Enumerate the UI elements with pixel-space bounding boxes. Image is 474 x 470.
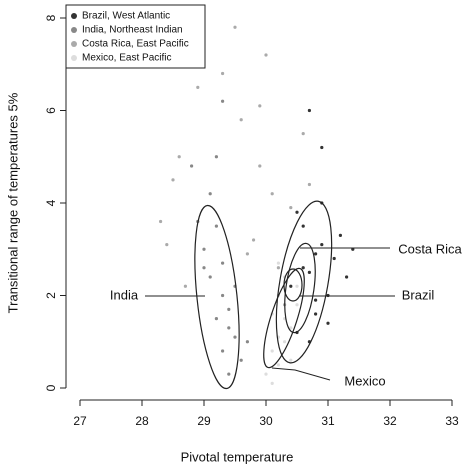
point — [314, 252, 318, 256]
point — [221, 99, 225, 103]
point — [221, 71, 225, 76]
point — [264, 372, 268, 376]
point — [221, 261, 225, 265]
point — [276, 266, 280, 270]
annotation: India — [110, 287, 139, 302]
point — [270, 349, 274, 353]
point — [307, 182, 311, 187]
legend-label: Mexico, East Pacific — [82, 53, 171, 64]
point — [252, 238, 256, 242]
point — [190, 164, 194, 168]
legend-swatch — [71, 27, 77, 33]
legend-swatch — [71, 41, 77, 47]
y-tick-label: 2 — [44, 292, 58, 299]
point — [233, 335, 237, 339]
point — [196, 85, 200, 89]
point — [332, 256, 336, 261]
point — [214, 224, 218, 228]
point — [314, 298, 318, 302]
point — [202, 266, 206, 270]
x-tick-label: 32 — [383, 414, 397, 428]
x-tick-label: 31 — [321, 414, 335, 428]
point — [270, 381, 274, 385]
x-tick-label: 28 — [135, 414, 149, 428]
point — [264, 53, 268, 57]
point — [245, 340, 249, 344]
point — [239, 118, 243, 122]
annotation: Brazil — [402, 287, 435, 302]
point — [320, 243, 324, 247]
point — [345, 275, 349, 279]
x-tick-label: 30 — [259, 414, 273, 428]
legend-swatch — [71, 55, 77, 61]
y-tick-label: 0 — [44, 384, 58, 391]
legend-label: Costa Rica, East Pacific — [82, 39, 189, 50]
point — [227, 372, 231, 376]
point — [301, 132, 305, 136]
ellipses — [145, 200, 395, 390]
y-tick-label: 6 — [44, 107, 58, 114]
point — [301, 224, 305, 228]
y-tick-label: 4 — [44, 199, 58, 206]
point — [320, 145, 324, 150]
annotation: Costa Rica — [398, 241, 462, 256]
point — [233, 25, 237, 29]
point — [239, 358, 243, 362]
point — [208, 192, 212, 196]
points — [159, 25, 355, 385]
point — [301, 266, 305, 270]
point — [276, 363, 280, 367]
point — [289, 326, 293, 330]
point — [214, 155, 218, 159]
legend-swatch — [71, 13, 77, 19]
point — [270, 192, 274, 196]
y-axis-label: Transitional range of temperatures 5% — [5, 92, 20, 313]
point — [338, 233, 342, 237]
costa-rica-ellipse — [275, 200, 333, 364]
point — [165, 243, 169, 247]
point — [258, 104, 262, 108]
point — [214, 317, 218, 321]
point — [159, 219, 163, 224]
point — [245, 252, 249, 256]
legend-box — [65, 4, 206, 69]
point — [221, 349, 225, 353]
point — [283, 340, 287, 344]
point — [295, 210, 299, 214]
x-tick-label: 29 — [197, 414, 211, 428]
point — [289, 284, 293, 288]
mexico-ellipse — [263, 267, 305, 369]
x-tick-label: 27 — [73, 414, 87, 428]
point — [227, 326, 231, 330]
x-axis-label: Pivotal temperature — [181, 449, 294, 464]
y-tick-label: 8 — [44, 14, 58, 21]
point — [171, 178, 175, 182]
india-ellipse — [194, 204, 240, 390]
legend-label: India, Northeast Indian — [82, 25, 183, 36]
costa-rica-inner-ellipse — [284, 242, 316, 334]
point — [295, 303, 299, 307]
point — [307, 108, 311, 113]
point — [177, 155, 181, 159]
point — [307, 270, 311, 274]
point — [326, 321, 330, 325]
point — [221, 293, 225, 298]
point — [183, 284, 187, 288]
point — [314, 312, 318, 316]
point — [202, 247, 206, 251]
annotation: Mexico — [344, 373, 385, 388]
point — [289, 358, 293, 362]
point — [208, 275, 212, 279]
legend-label: Brazil, West Atlantic — [82, 11, 170, 22]
point — [295, 284, 299, 288]
point — [258, 164, 262, 168]
point — [276, 261, 280, 265]
point — [227, 307, 231, 311]
x-tick-label: 33 — [445, 414, 459, 428]
point — [289, 206, 293, 210]
leader-line — [271, 367, 331, 381]
